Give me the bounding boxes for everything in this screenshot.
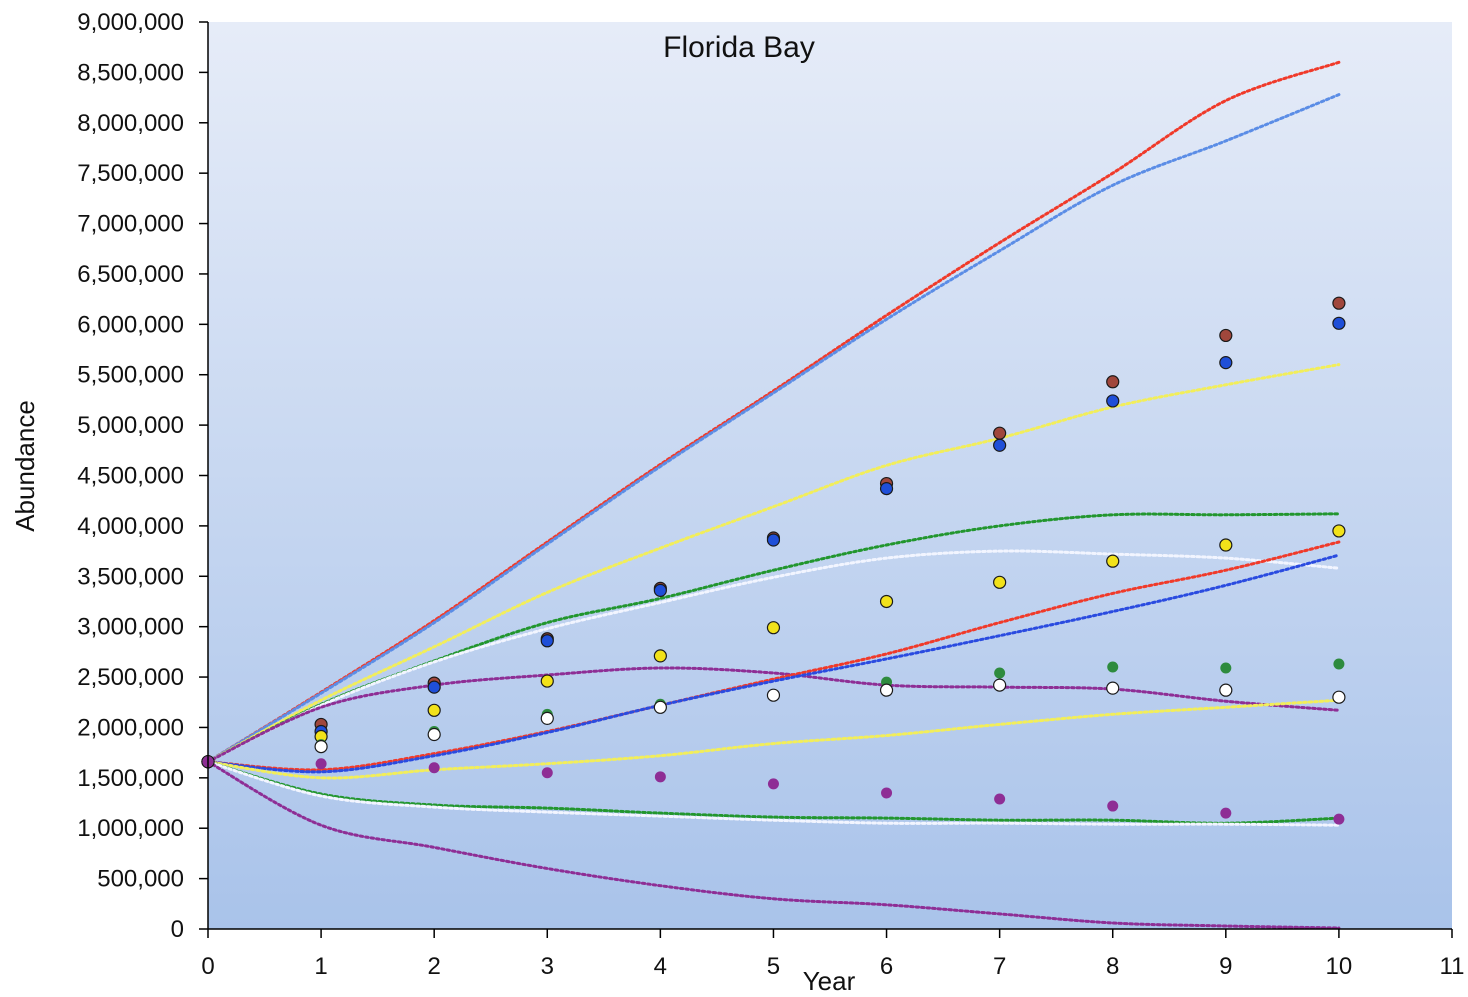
- data-point-series-5: [881, 787, 893, 799]
- y-axis-title: Abundance: [10, 400, 40, 532]
- x-axis-title: Year: [803, 966, 856, 996]
- data-point-series-1: [427, 680, 441, 694]
- bound-curve-5: [206, 666, 1341, 764]
- y-ticks: 0 500,000 1,000,000 1,500,000 2,000,000 2,500…: [77, 9, 208, 943]
- data-point-series-4: [993, 678, 1007, 692]
- data-point-series-4: [879, 683, 894, 697]
- data-point-series-0: [1332, 296, 1346, 310]
- x-tick-label: 2: [428, 953, 441, 980]
- data-point-series-5: [1220, 807, 1232, 819]
- data-point-series-1: [766, 533, 781, 547]
- bound-curve-2: [206, 363, 1341, 764]
- data-point-series-0: [993, 426, 1007, 440]
- bound-curve-6: [206, 540, 1341, 772]
- data-point-series-5: [428, 762, 440, 774]
- y-tick-label: 7,500,000: [77, 160, 184, 187]
- data-point-series-5: [1333, 813, 1345, 825]
- y-tick-label: 3,500,000: [77, 563, 184, 590]
- x-tick-label: 5: [767, 953, 780, 980]
- bound-curves: [206, 60, 1341, 930]
- data-point-series-5: [994, 793, 1006, 805]
- data-point-series-5: [654, 771, 666, 783]
- x-tick-label: 8: [1106, 953, 1119, 980]
- x-tick-label: 3: [541, 953, 554, 980]
- data-point-series-5: [1107, 800, 1119, 812]
- data-point-series-4: [653, 700, 667, 714]
- x-tick-label: 4: [654, 953, 667, 980]
- y-tick-label: 500,000: [97, 866, 184, 893]
- data-point-series-3: [1107, 661, 1119, 673]
- x-tick-label: 0: [201, 953, 214, 980]
- data-point-series-3: [994, 667, 1006, 679]
- data-point-series-1: [540, 634, 554, 648]
- data-point-series-0: [1219, 328, 1233, 343]
- y-tick-label: 1,000,000: [77, 815, 184, 842]
- data-point-series-3: [1333, 658, 1345, 670]
- data-point-series-2: [1332, 524, 1346, 538]
- data-point-series-2: [653, 649, 667, 663]
- bound-curve-7: [206, 553, 1341, 774]
- y-tick-label: 1,500,000: [77, 765, 184, 792]
- bound-curve-11: [206, 760, 1341, 930]
- data-point-series-1: [653, 583, 667, 597]
- y-tick-label: 7,000,000: [77, 211, 184, 238]
- data-points: [201, 296, 1346, 825]
- data-point-series-4: [1332, 690, 1346, 704]
- data-point-series-2: [879, 594, 894, 609]
- y-tick-label: 8,000,000: [77, 110, 184, 137]
- data-point-series-5: [541, 767, 553, 779]
- data-point-series-4: [314, 739, 328, 754]
- data-point-series-4: [427, 727, 441, 742]
- chart-title: Florida Bay: [663, 31, 815, 64]
- x-tick-label: 10: [1326, 953, 1353, 980]
- bound-curve-8: [206, 698, 1341, 780]
- plot-area: [208, 22, 1452, 929]
- y-tick-label: 2,500,000: [77, 664, 184, 691]
- x-tick-label: 7: [993, 953, 1006, 980]
- y-tick-label: 8,500,000: [77, 59, 184, 86]
- y-tick-label: 5,500,000: [77, 362, 184, 389]
- y-tick-label: 0: [171, 916, 184, 943]
- y-tick-label: 2,000,000: [77, 714, 184, 741]
- data-point-series-1: [993, 438, 1007, 452]
- x-tick-label: 9: [1219, 953, 1232, 980]
- y-tick-label: 3,000,000: [77, 614, 184, 641]
- data-point-series-1: [1332, 316, 1346, 330]
- data-point-series-2: [993, 575, 1007, 589]
- data-point-series-3: [1220, 662, 1232, 674]
- data-point-series-1: [879, 482, 894, 496]
- data-point-series-2: [540, 674, 554, 688]
- bound-curve-1: [206, 93, 1341, 764]
- data-point-series-2: [1219, 538, 1233, 552]
- data-point-series-2: [427, 703, 441, 717]
- bound-curve-0: [206, 60, 1341, 764]
- bound-curve-4: [206, 549, 1341, 764]
- bound-curve-10: [206, 760, 1341, 827]
- data-point-series-4: [540, 711, 554, 725]
- y-tick-label: 4,000,000: [77, 513, 184, 540]
- data-point-series-2: [1106, 554, 1120, 568]
- data-point-series-0: [1106, 375, 1120, 389]
- x-tick-label: 6: [880, 953, 893, 980]
- x-tick-label: 11: [1440, 953, 1465, 980]
- y-tick-label: 9,000,000: [77, 9, 184, 36]
- x-tick-label: 1: [314, 953, 327, 980]
- bound-curve-9: [206, 760, 1341, 825]
- data-point-series-1: [1219, 356, 1233, 370]
- data-point-series-4: [1219, 683, 1233, 697]
- data-point-series-5: [315, 758, 327, 770]
- data-point-series-1: [1106, 394, 1120, 408]
- data-point-series-2: [766, 621, 781, 635]
- data-point-series-5: [767, 778, 779, 790]
- y-tick-label: 6,500,000: [77, 261, 184, 288]
- y-tick-label: 5,000,000: [77, 412, 184, 439]
- x-ticks: 0 1 2 3 4 5 6 7 8 9 10 11: [201, 929, 1464, 980]
- y-tick-label: 4,500,000: [77, 463, 184, 490]
- data-point-series-4: [766, 688, 781, 702]
- y-tick-label: 6,000,000: [77, 311, 184, 338]
- data-point-series-4: [1106, 681, 1120, 695]
